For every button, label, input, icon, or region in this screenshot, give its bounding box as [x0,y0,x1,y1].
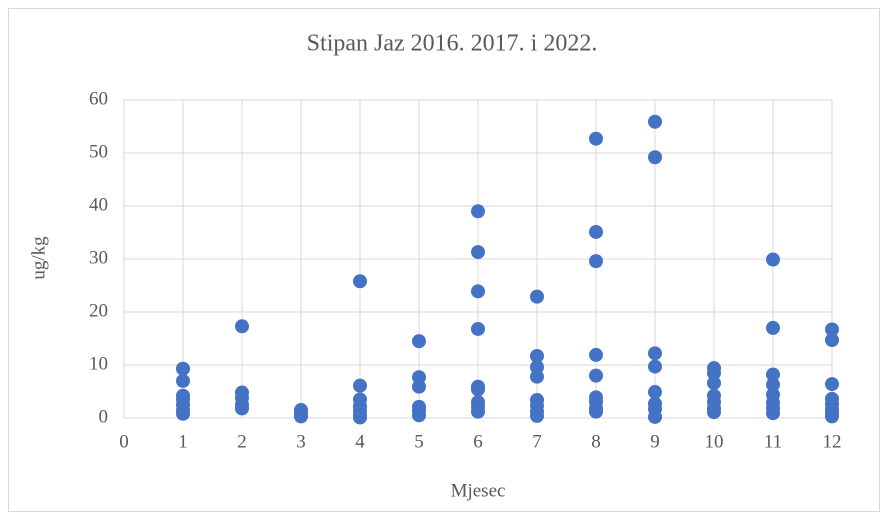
data-point [471,204,485,219]
data-point [471,245,485,260]
data-point [766,406,780,421]
y-tick-label: 0 [99,406,109,427]
data-point [412,408,426,423]
data-point [825,409,839,424]
y-tick-label: 20 [89,300,108,321]
x-tick-label: 5 [414,431,424,452]
data-point [766,252,780,267]
x-tick-label: 4 [355,431,365,452]
data-point [530,408,544,423]
data-point [648,385,662,400]
data-point [825,377,839,392]
x-axis-label: Mjesec [451,480,506,501]
data-point [589,131,603,146]
data-point [648,359,662,374]
x-tick-label: 6 [473,431,483,452]
x-tick-label: 3 [296,431,306,452]
y-tick-label: 50 [89,141,108,162]
chart-border [8,8,880,512]
x-tick-label: 10 [705,431,724,452]
y-tick-label: 40 [89,194,108,215]
data-point [589,347,603,362]
data-point [235,319,249,334]
data-point [707,376,721,391]
data-point [294,409,308,424]
data-point [707,405,721,420]
data-point [825,322,839,337]
x-tick-label: 2 [237,431,247,452]
data-point [589,368,603,383]
data-point [353,274,367,289]
data-point [530,369,544,384]
data-point [589,224,603,239]
data-point [471,284,485,299]
data-point [412,334,426,349]
data-point [530,348,544,363]
x-tick-label: 1 [178,431,188,452]
x-tick-label: 8 [591,431,601,452]
y-tick-label: 30 [89,247,108,268]
data-point [176,406,190,421]
x-tick-label: 7 [532,431,542,452]
data-point [648,114,662,129]
data-point [766,377,780,392]
data-point [648,346,662,361]
y-tick-label: 10 [89,353,108,374]
data-point [825,333,839,348]
data-point [707,365,721,380]
y-axis-label: ug/kg [28,236,49,280]
data-point [176,373,190,388]
data-point [471,404,485,419]
data-point [766,367,780,382]
data-point [353,378,367,393]
data-point [530,289,544,304]
x-tick-label: 9 [650,431,660,452]
data-point [589,404,603,419]
chart-title: Stipan Jaz 2016. 2017. i 2022. [307,31,598,57]
data-point [766,320,780,335]
x-tick-label: 0 [119,431,129,452]
x-tick-label: 11 [764,431,782,452]
data-point [471,382,485,397]
data-point [471,321,485,336]
x-tick-label: 12 [823,431,842,452]
data-point [648,150,662,165]
data-point [412,379,426,394]
data-point [353,410,367,425]
data-point [589,254,603,269]
data-point [235,401,249,416]
y-tick-label: 60 [89,88,108,109]
data-point [176,361,190,376]
data-point [648,409,662,424]
